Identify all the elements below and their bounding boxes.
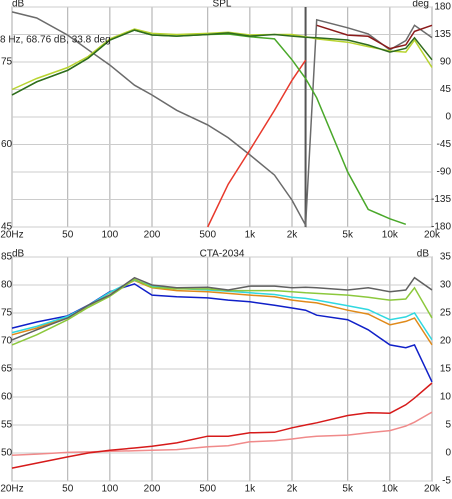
y-tick-label: 65 xyxy=(1,364,13,375)
series-line xyxy=(207,59,307,228)
y2-axis-label: dB xyxy=(417,249,430,260)
y-tick-label: 60 xyxy=(1,392,13,403)
y2-tick-label: 10 xyxy=(440,392,452,403)
x-tick-label: 10k xyxy=(382,230,399,241)
x-tick-label: 200 xyxy=(144,230,161,241)
y2-tick-label: -135 xyxy=(431,194,451,205)
y2-tick-label: 180 xyxy=(434,2,451,13)
y2-tick-label: 15 xyxy=(440,364,452,375)
chart-title: SPL xyxy=(213,0,232,10)
x-tick-label: 100 xyxy=(102,230,119,241)
y2-tick-label: 30 xyxy=(440,280,452,291)
x-tick-label: 100 xyxy=(102,484,119,495)
x-tick-label: 2k xyxy=(287,484,299,495)
series-line xyxy=(316,24,433,50)
x-tick-label: 10k xyxy=(382,484,399,495)
y2-tick-label: 90 xyxy=(440,57,452,68)
y-tick-label: 60 xyxy=(1,139,13,150)
x-tick-label: 20Hz xyxy=(0,230,23,241)
y2-tick-label: 20 xyxy=(440,336,452,347)
y2-tick-label: -5 xyxy=(442,476,451,487)
y2-tick-label: 0 xyxy=(445,448,451,459)
x-tick-label: 20k xyxy=(424,484,441,495)
y-tick-label: 80 xyxy=(1,280,13,291)
x-tick-label: 50 xyxy=(62,484,74,495)
y2-tick-label: 0 xyxy=(445,112,451,123)
y2-axis-label: deg xyxy=(412,0,429,10)
x-tick-label: 5k xyxy=(342,230,354,241)
x-tick-label: 500 xyxy=(199,230,216,241)
y-tick-label: 45 xyxy=(1,222,13,233)
chart-title: CTA-2034 xyxy=(200,249,245,260)
cursor-readout: 8 Hz, 68.76 dB, 33.8 deg xyxy=(0,35,111,46)
y2-tick-label: 25 xyxy=(440,308,452,319)
x-tick-label: 20Hz xyxy=(0,484,23,495)
series-line xyxy=(11,276,433,341)
y-tick-label: 55 xyxy=(1,420,13,431)
y-tick-label: 75 xyxy=(1,57,13,68)
y2-tick-label: -180 xyxy=(431,222,451,233)
y-axis-label: dB xyxy=(12,0,25,10)
y-tick-label: 70 xyxy=(1,336,13,347)
y2-tick-label: 35 xyxy=(440,252,452,263)
y-axis-label: dB xyxy=(12,249,25,260)
y2-tick-label: 5 xyxy=(445,420,451,431)
x-tick-label: 200 xyxy=(144,484,161,495)
x-tick-label: 1k xyxy=(245,230,257,241)
y-tick-label: 75 xyxy=(1,308,13,319)
series-line xyxy=(11,29,433,96)
y2-tick-label: -90 xyxy=(437,167,452,178)
y-tick-label: 50 xyxy=(1,448,13,459)
y2-tick-label: -45 xyxy=(437,139,452,150)
y-tick-label: 85 xyxy=(1,252,13,263)
x-tick-label: 50 xyxy=(62,230,74,241)
x-tick-label: 2k xyxy=(287,230,299,241)
x-tick-label: 1k xyxy=(245,484,257,495)
x-tick-label: 5k xyxy=(342,484,354,495)
x-tick-label: 500 xyxy=(199,484,216,495)
series-line xyxy=(11,278,433,346)
y2-tick-label: 135 xyxy=(434,29,451,40)
y2-tick-label: 45 xyxy=(440,84,452,95)
x-tick-label: 20k xyxy=(424,230,441,241)
series-line xyxy=(11,382,433,469)
